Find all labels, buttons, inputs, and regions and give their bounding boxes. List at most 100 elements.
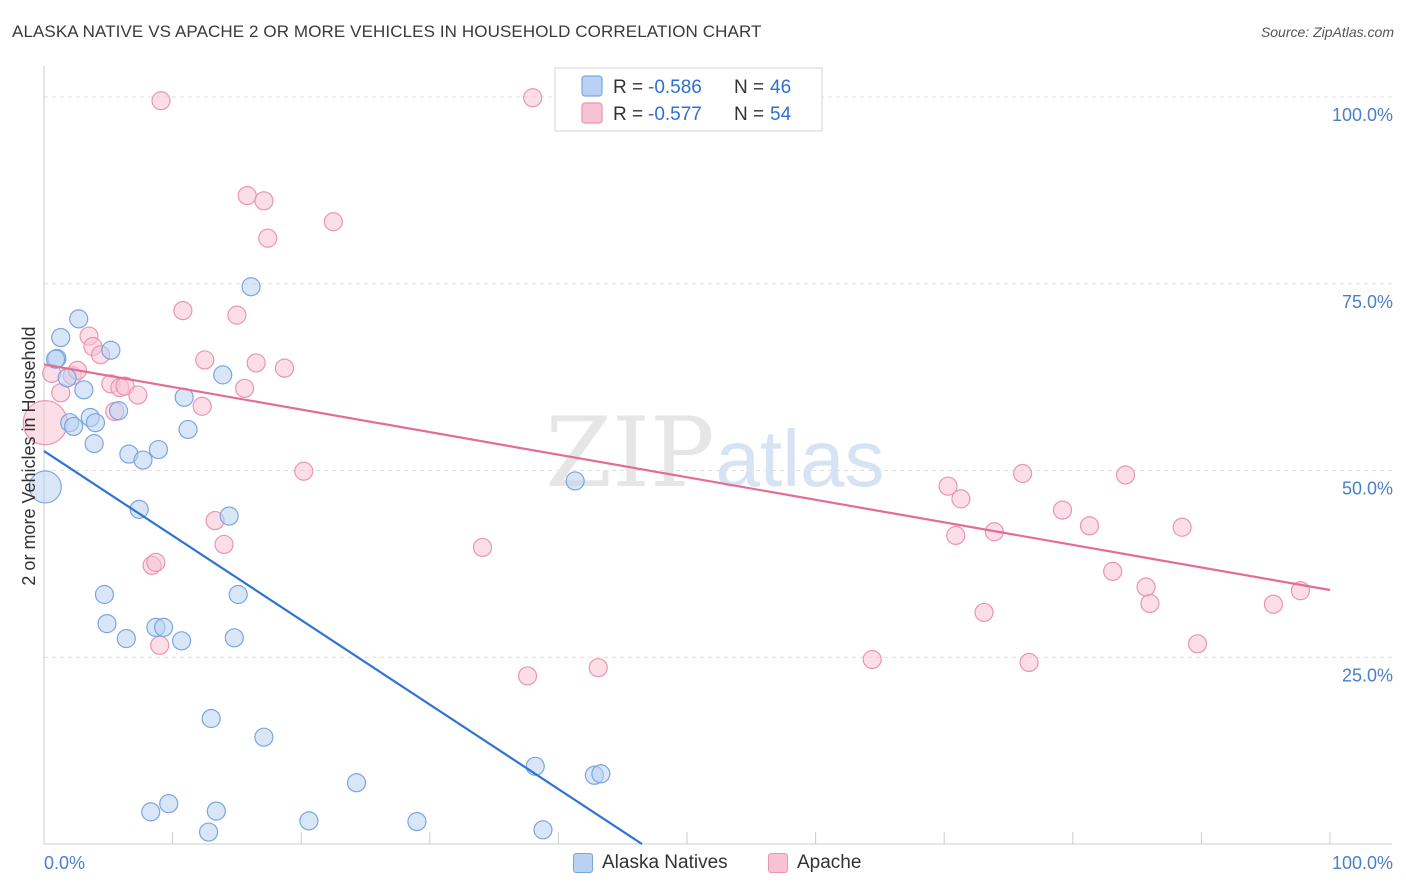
chart-title: ALASKA NATIVE VS APACHE 2 OR MORE VEHICL… xyxy=(12,22,762,41)
legend-item-apache: Apache xyxy=(768,852,861,874)
alaska-natives-point xyxy=(346,773,367,793)
apache-point xyxy=(1136,577,1156,597)
apache-point xyxy=(237,186,257,206)
apache-point xyxy=(246,353,266,373)
alaska-natives-point xyxy=(148,439,169,460)
legend-r-label: R = xyxy=(613,77,643,98)
apache-point xyxy=(1115,465,1136,485)
apache-point xyxy=(974,602,994,623)
y-tick-label: 100.0% xyxy=(1332,105,1393,125)
alaska-natives-point xyxy=(97,614,117,634)
legend-label-apache: Apache xyxy=(797,852,862,873)
legend-r-value: -0.586 xyxy=(648,77,702,98)
alaska-natives-point xyxy=(108,401,129,421)
alaska-natives-point xyxy=(206,801,226,821)
apache-point xyxy=(472,537,493,558)
apache-point xyxy=(1187,634,1208,654)
alaska-natives-point xyxy=(533,820,553,840)
apache-point xyxy=(1172,517,1192,537)
apache-point xyxy=(1079,516,1100,536)
apache-point xyxy=(192,396,212,416)
apache-point xyxy=(1263,594,1284,614)
alaska-natives-point xyxy=(85,413,106,433)
alaska-natives-point xyxy=(178,419,198,440)
legend-label-alaska-natives: Alaska Natives xyxy=(602,852,728,873)
apache-point xyxy=(862,649,882,670)
alaska-natives-point xyxy=(159,794,179,814)
apache-point xyxy=(1019,652,1039,673)
apache-point xyxy=(588,658,608,678)
legend-n-label: N = xyxy=(734,104,764,125)
apache-point xyxy=(195,350,215,370)
legend-item-alaska-natives: Alaska Natives xyxy=(573,852,728,874)
alaska-natives-point xyxy=(57,368,77,388)
alaska-natives-point xyxy=(69,309,89,329)
apache-point xyxy=(274,358,295,378)
watermark-atlas: atlas xyxy=(716,414,885,503)
alaska-natives-point xyxy=(213,365,233,385)
alaska-natives-trend-line xyxy=(43,450,643,845)
legend-r-label: R = xyxy=(613,104,643,125)
legend-swatch-pink xyxy=(581,102,603,124)
legend-swatch-apache xyxy=(768,853,788,873)
apache-point xyxy=(323,212,343,232)
alaska-natives-point xyxy=(172,631,192,651)
y-tick-label: 25.0% xyxy=(1342,665,1393,685)
alaska-natives-points xyxy=(28,277,611,842)
apache-point xyxy=(294,461,314,481)
alaska-natives-point xyxy=(241,277,261,297)
apache-point xyxy=(1013,463,1033,484)
alaska-natives-point xyxy=(84,434,104,454)
alaska-natives-point xyxy=(63,416,84,437)
axes xyxy=(43,66,1392,845)
alaska-natives-point xyxy=(74,380,94,400)
apache-point xyxy=(173,301,193,321)
alaska-natives-point xyxy=(51,327,71,348)
x-tick-label: 0.0% xyxy=(44,853,85,873)
gridlines xyxy=(44,96,1392,658)
alaska-natives-point xyxy=(129,499,149,519)
apache-point xyxy=(151,91,171,111)
chart-source: Source: ZipAtlas.com xyxy=(1260,24,1394,40)
alaska-natives-point xyxy=(94,584,115,605)
apache-point xyxy=(150,635,170,655)
legend-n-value: 46 xyxy=(770,77,791,98)
apache-point xyxy=(1103,561,1123,581)
apache-point xyxy=(1052,500,1073,520)
y-tick-label: 75.0% xyxy=(1342,292,1393,312)
alaska-natives-point xyxy=(153,617,174,637)
apache-point xyxy=(938,476,958,496)
alaska-natives-point xyxy=(133,450,153,470)
legend-swatch-blue xyxy=(581,75,603,97)
apache-trend-line xyxy=(43,363,1331,592)
apache-point xyxy=(128,385,148,405)
apache-points xyxy=(22,88,1311,686)
apache-point xyxy=(517,666,538,686)
alaska-natives-point xyxy=(199,822,219,842)
alaska-natives-point xyxy=(299,811,319,831)
y-tick-label: 50.0% xyxy=(1342,479,1393,499)
alaska-natives-point xyxy=(224,628,244,648)
alaska-natives-point xyxy=(201,708,221,729)
alaska-natives-point xyxy=(141,802,161,822)
alaska-natives-point xyxy=(45,349,66,369)
alaska-natives-point xyxy=(407,811,427,832)
alaska-natives-point xyxy=(254,727,274,747)
apache-point xyxy=(951,489,971,509)
alaska-natives-point xyxy=(565,471,585,491)
apache-point xyxy=(214,534,234,555)
apache-point xyxy=(227,305,247,325)
apache-point xyxy=(946,525,966,546)
legend-swatch-alaska-natives xyxy=(573,853,593,873)
series-legend: Alaska Natives Apache xyxy=(0,852,1406,878)
tick-labels: 100.0% 75.0% 50.0% 25.0% 0.0% 100.0% xyxy=(44,105,1393,873)
legend-n-value: 54 xyxy=(770,104,792,125)
correlation-legend: R = -0.586 N = 46 R = -0.577 N = 54 xyxy=(554,67,823,132)
x-tick-label: 100.0% xyxy=(1332,853,1393,873)
watermark-zip: ZIP xyxy=(545,397,714,509)
apache-point xyxy=(523,88,543,108)
trend-lines xyxy=(43,363,1331,845)
alaska-natives-point xyxy=(591,764,611,784)
alaska-natives-point xyxy=(219,506,239,526)
